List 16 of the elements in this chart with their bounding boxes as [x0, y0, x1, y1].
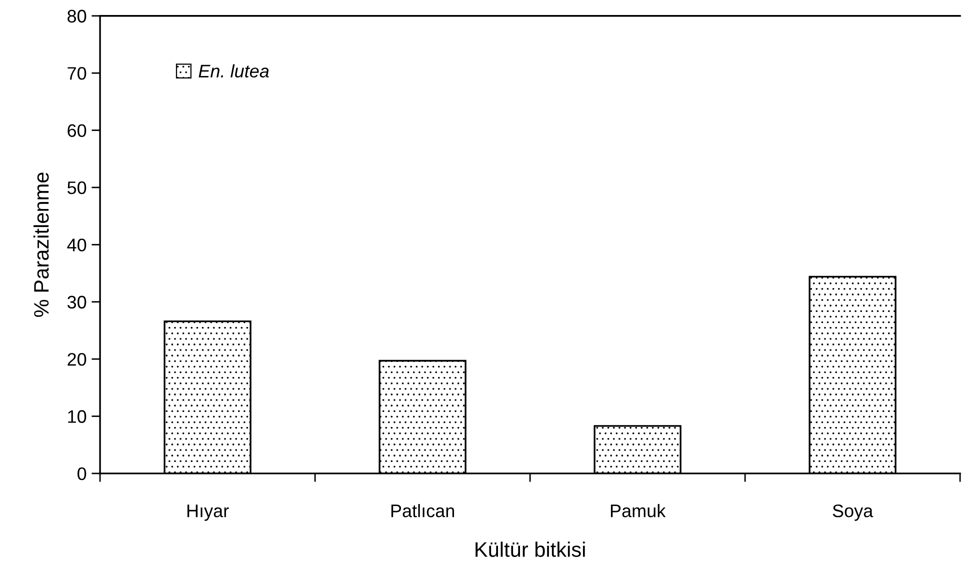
y-tick-label: 0: [78, 467, 86, 480]
y-tick-label: 50: [67, 181, 86, 194]
x-tick-label: Soya: [832, 504, 874, 521]
legend-label: En. lutea: [198, 64, 269, 78]
y-tick-label: 70: [68, 67, 86, 80]
x-axis-title: Kültür bitkisi: [476, 542, 585, 557]
y-axis-title: % Parazitlenme: [33, 172, 49, 317]
y-tick-label: 40: [67, 238, 86, 252]
y-tick-label: 30: [67, 296, 86, 309]
y-tick-label: 10: [68, 410, 86, 423]
y-tick-label: 20: [68, 352, 86, 366]
x-tick-label: Pamuk: [610, 504, 666, 518]
x-tick-label: Hıyar: [187, 504, 229, 521]
x-tick-label: Patlıcan: [391, 504, 454, 518]
y-tick-label: 80: [68, 10, 86, 23]
y-tick-label: 60: [68, 124, 86, 137]
